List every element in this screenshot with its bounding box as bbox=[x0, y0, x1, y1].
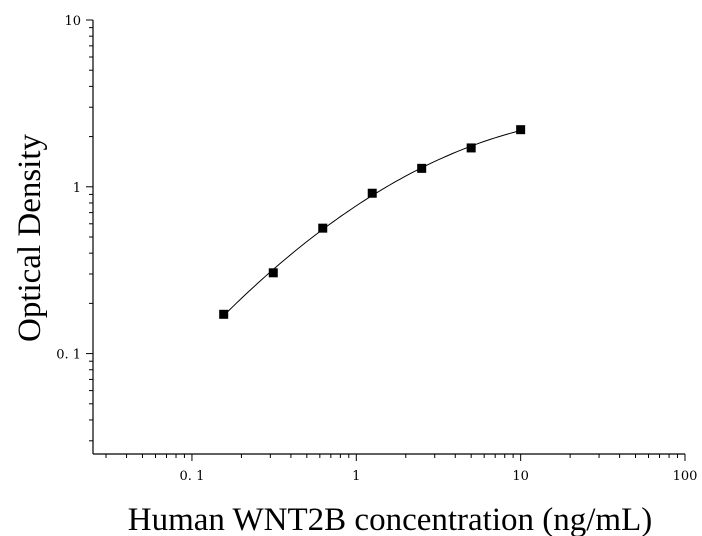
x-tick-label: 1 bbox=[352, 469, 360, 484]
x-tick-label: 100 bbox=[673, 469, 698, 484]
y-tick-label: 0. 1 bbox=[56, 348, 81, 363]
y-tick-label: 10 bbox=[64, 14, 81, 29]
x-tick-label: 10 bbox=[512, 469, 529, 484]
y-tick-label: 1 bbox=[73, 181, 81, 196]
x-axis-ticks: 0. 1 1 10 100 bbox=[105, 454, 698, 484]
data-point bbox=[219, 309, 229, 319]
y-axis-ticks: 0. 1 1 10 bbox=[56, 14, 93, 442]
data-point bbox=[466, 143, 476, 153]
data-point bbox=[367, 188, 377, 198]
x-tick-label: 0. 1 bbox=[180, 469, 205, 484]
data-point bbox=[268, 268, 278, 278]
fit-curve bbox=[220, 130, 521, 319]
data-point bbox=[318, 223, 328, 233]
data-point bbox=[516, 125, 526, 135]
x-axis-title: Human WNT2B concentration (ng/mL) bbox=[128, 502, 653, 536]
data-point bbox=[417, 163, 427, 173]
y-axis-title: Optical Density bbox=[12, 133, 48, 342]
data-points bbox=[219, 125, 526, 319]
